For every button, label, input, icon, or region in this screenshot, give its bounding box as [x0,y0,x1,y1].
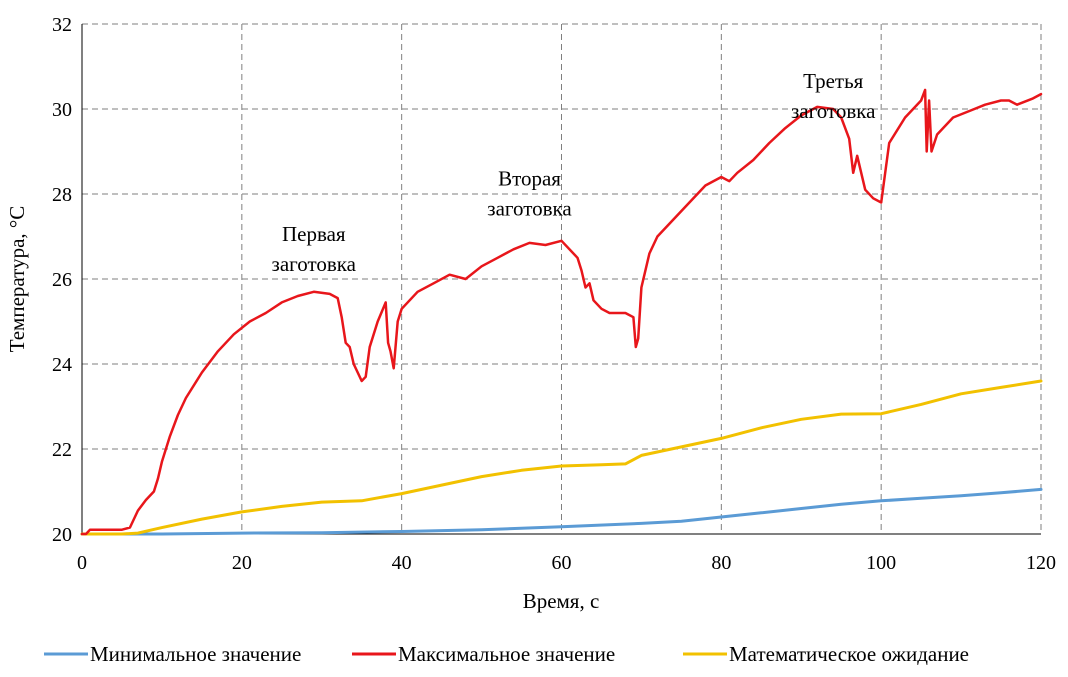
x-tick-label: 80 [711,552,731,574]
series-line-2 [80,88,1043,536]
series-line-3 [80,379,1043,536]
y-tick-label: 32 [52,14,72,36]
x-tick-label: 0 [77,552,87,574]
legend-label: Минимальное значение [90,642,301,666]
annotation-label: Третья [803,69,864,93]
y-tick-label: 30 [52,99,72,121]
series-group [80,88,1043,536]
annotation-label: заготовка [791,99,876,123]
y-tick-label: 26 [52,269,72,291]
annotation-label: заготовка [487,197,572,221]
legend-label: Математическое ожидание [729,642,969,666]
x-tick-label: 40 [392,552,412,574]
x-axis-title: Время, с [523,589,600,613]
annotation-label: Первая [282,222,346,246]
legend: Минимальное значение Максимальное значени… [44,642,969,666]
annotations: Первая заготовка Вторая заготовка Третья заго… [272,69,877,276]
annotation-label: заготовка [272,252,357,276]
x-tick-label: 120 [1026,552,1056,574]
x-tick-label: 60 [552,552,572,574]
legend-label: Максимальное значение [398,642,615,666]
y-tick-label: 24 [52,354,72,376]
y-axis-title: Температура, °C [5,206,29,353]
y-tick-label: 20 [52,524,72,546]
series-line-1 [80,487,1043,536]
x-tick-label: 100 [866,552,896,574]
x-tick-label: 20 [232,552,252,574]
y-tick-label: 22 [52,439,72,461]
y-tick-label: 28 [52,184,72,206]
annotation-label: Вторая [498,167,561,191]
